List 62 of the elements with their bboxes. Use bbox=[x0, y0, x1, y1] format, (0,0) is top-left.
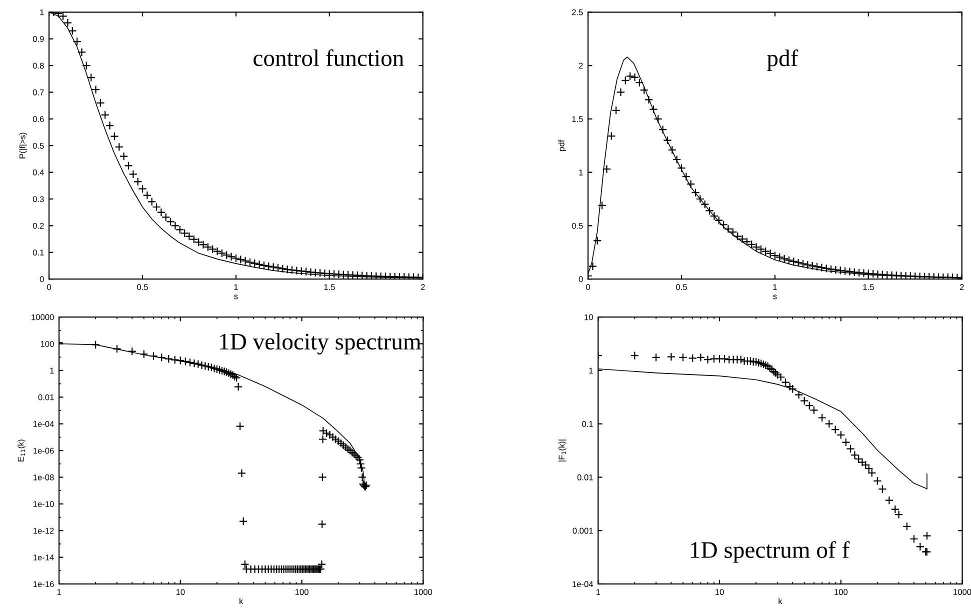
y-tick-label: 0.01 bbox=[38, 394, 54, 400]
y-tick-label: 2.5 bbox=[572, 9, 583, 16]
y-axis-title: P(|f|>s) bbox=[19, 132, 28, 158]
annotation: 1D velocity spectrum bbox=[220, 333, 421, 355]
x-tick-label: 10 bbox=[176, 589, 185, 595]
y-tick-label: 1 bbox=[40, 9, 44, 16]
y-tick-label: 0.1 bbox=[582, 421, 593, 427]
y-tick-label: 100 bbox=[40, 340, 54, 347]
y-tick-label: 0.6 bbox=[32, 116, 44, 122]
x-tick-label: 1.5 bbox=[863, 284, 874, 290]
y-tick-label: 0.8 bbox=[32, 62, 44, 69]
x-axis-title: s bbox=[773, 294, 777, 300]
y-tick-label: 1e-08 bbox=[34, 474, 54, 480]
y-tick-label: 10 bbox=[584, 314, 593, 320]
y-tick-label: 0.5 bbox=[32, 142, 44, 149]
annotation: 1D spectrum of f bbox=[691, 541, 850, 563]
y-tick-label: 0.1 bbox=[32, 250, 44, 256]
y-tick-label: 1 bbox=[589, 368, 593, 374]
x-axis-title: k bbox=[240, 598, 244, 604]
x-tick-label: 10 bbox=[716, 589, 724, 595]
x-tick-label: 1000 bbox=[414, 589, 432, 595]
y-tick-label: 2 bbox=[578, 62, 583, 69]
y-tick-label: 0.7 bbox=[32, 89, 44, 96]
y-tick-label: 0 bbox=[40, 276, 44, 282]
y-tick-label: 1e-06 bbox=[34, 448, 54, 454]
x-tick-label: 100 bbox=[295, 589, 308, 595]
y-tick-label: 1e-04 bbox=[572, 581, 594, 588]
y-tick-label: 1e-16 bbox=[34, 581, 54, 588]
x-tick-label: 1000 bbox=[954, 589, 971, 595]
annotation: control function bbox=[254, 49, 404, 66]
y-tick-label: 1 bbox=[579, 170, 583, 176]
y-tick-label: 1.5 bbox=[572, 116, 583, 122]
x-tick-label: 0.5 bbox=[137, 284, 148, 290]
y-tick-label: 10000 bbox=[32, 314, 54, 320]
x-tick-label: 1.5 bbox=[324, 284, 335, 290]
y-axis-title: |F$_{1}$(k)| bbox=[558, 440, 566, 462]
x-tick-label: 1 bbox=[773, 284, 777, 290]
y-tick-label: 1 bbox=[50, 368, 54, 374]
x-tick-label: 1 bbox=[234, 284, 238, 290]
x-tick-label: 1 bbox=[596, 589, 600, 595]
x-tick-label: 1 bbox=[57, 589, 61, 595]
y-tick-label: 1e-10 bbox=[34, 501, 54, 508]
x-tick-label: 2 bbox=[420, 284, 425, 290]
y-tick-label: 1e-14 bbox=[34, 554, 54, 560]
x-tick-label: 2 bbox=[960, 284, 964, 290]
y-tick-label: 0.9 bbox=[32, 36, 44, 42]
x-tick-label: 0.5 bbox=[676, 284, 687, 290]
y-axis-title: E$_{11}$(k) bbox=[18, 440, 26, 462]
y-tick-label: 0.3 bbox=[32, 196, 44, 202]
y-tick-label: 0 bbox=[578, 276, 583, 282]
y-tick-label: 0.01 bbox=[577, 474, 593, 480]
y-tick-label: 1e-04 bbox=[34, 421, 54, 427]
y-tick-label: 0.5 bbox=[572, 222, 583, 229]
x-axis-title: k bbox=[778, 598, 782, 604]
x-tick-label: 100 bbox=[834, 589, 848, 595]
annotation: pdf bbox=[767, 49, 798, 72]
y-tick-label: 0.2 bbox=[32, 222, 44, 229]
x-axis-title: s bbox=[234, 294, 238, 300]
y-tick-label: 1e-12 bbox=[34, 528, 54, 534]
y-axis-title: pdf bbox=[558, 140, 566, 151]
y-tick-label: 0.001 bbox=[572, 528, 593, 534]
y-tick-label: 0.4 bbox=[32, 170, 44, 176]
